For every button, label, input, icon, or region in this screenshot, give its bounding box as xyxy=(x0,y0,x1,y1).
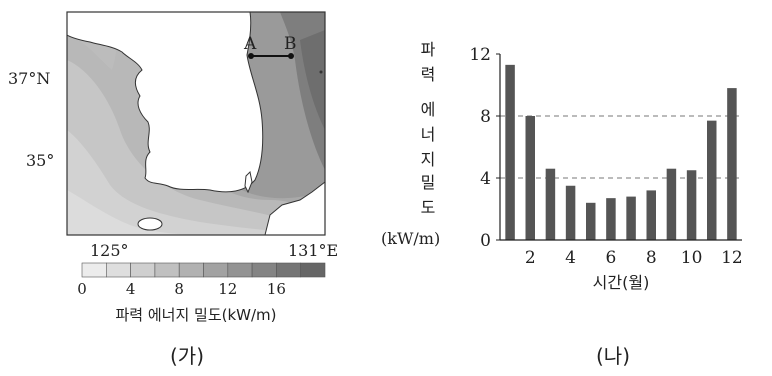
bar-month-12 xyxy=(727,88,737,240)
colorbar-tick-label: 4 xyxy=(126,280,136,298)
colorbar-swatch xyxy=(81,262,107,278)
lon-label-131: 131°E xyxy=(288,241,338,260)
colorbar-tick-label: 0 xyxy=(77,280,87,298)
bar-month-8 xyxy=(646,190,656,240)
point-a-marker xyxy=(248,53,254,59)
lon-label-125: 125° xyxy=(90,241,129,260)
x-tick-label: 4 xyxy=(565,248,576,268)
y-axis-label-char: 도 xyxy=(421,198,436,217)
x-tick-labels: 2 4 6 8 10 12 xyxy=(525,248,743,268)
colorbar-tick-label: 8 xyxy=(174,280,184,298)
lat-label-35: 35° xyxy=(26,151,54,170)
bar-month-6 xyxy=(606,198,616,240)
x-tick-label: 2 xyxy=(525,248,536,268)
colorbar-ticks: 0 4 8 12 16 xyxy=(77,280,286,298)
colorbar-swatch xyxy=(300,262,326,278)
colorbar-swatch xyxy=(178,262,204,278)
y-axis-label-char: 지 xyxy=(421,150,436,169)
colorbar-swatch xyxy=(251,262,277,278)
tsushima-island xyxy=(244,170,253,194)
point-b-marker xyxy=(288,53,294,59)
y-tick-labels: 0 4 8 12 xyxy=(469,45,500,251)
bars xyxy=(505,64,737,240)
bar-month-7 xyxy=(626,196,636,240)
colorbar-tick-label: 12 xyxy=(218,280,237,298)
bar-month-9 xyxy=(666,168,677,240)
point-b-label: B xyxy=(284,34,297,54)
ulleungdo xyxy=(319,70,323,74)
map-frame xyxy=(66,11,326,236)
colorbar-tick-label: 16 xyxy=(267,280,286,298)
colorbar-label: 파력 에너지 밀도(kW/m) xyxy=(115,306,276,324)
y-axis-label-char: 밀 xyxy=(421,173,436,192)
colorbar-swatch xyxy=(203,262,229,278)
x-tick-label: 6 xyxy=(606,248,617,268)
colorbar xyxy=(81,262,326,278)
y-axis-label-char: 에 xyxy=(421,100,436,119)
map-caption: (가) xyxy=(170,344,205,368)
chart-caption: (나) xyxy=(596,344,631,368)
bar-month-2 xyxy=(525,116,535,240)
gridlines xyxy=(500,115,742,179)
y-tick-label: 4 xyxy=(480,169,491,189)
y-axis-label-char: 너 xyxy=(421,125,436,144)
contour-band xyxy=(300,30,325,130)
lat-label-37: 37°N xyxy=(8,69,50,88)
bar-month-5 xyxy=(586,202,596,240)
wave-energy-map: A B 37°N 35° 125° 131°E 0 4 8 12 16 파력 에너지 밀… xyxy=(8,11,338,324)
point-a-label: A xyxy=(243,34,257,54)
y-axis-label-char: 력 xyxy=(421,65,436,84)
x-tick-label: 8 xyxy=(646,248,657,268)
map-panel: A B 37°N 35° 125° 131°E 0 4 8 12 16 파력 에너지 밀… xyxy=(0,0,380,372)
korean-peninsula xyxy=(67,12,264,193)
bar-month-1 xyxy=(505,64,515,240)
bar-month-11 xyxy=(707,120,717,240)
bar-month-10 xyxy=(686,170,697,240)
map-body xyxy=(67,12,325,235)
colorbar-swatch xyxy=(106,262,131,278)
x-tick-label: 10 xyxy=(681,248,703,268)
contour-band xyxy=(67,190,200,235)
x-axis-label: 시간(월) xyxy=(593,273,650,292)
colorbar-swatch xyxy=(276,262,301,278)
bar-month-3 xyxy=(545,168,556,240)
contour-band xyxy=(67,60,325,235)
jeju-island xyxy=(137,217,163,231)
y-tick-label: 0 xyxy=(480,231,491,251)
japan-coast xyxy=(264,181,325,235)
x-tick-label: 12 xyxy=(721,248,743,268)
colorbar-swatch xyxy=(130,262,156,278)
y-tick-label: 8 xyxy=(480,107,491,127)
contour-band xyxy=(67,130,325,235)
y-axis-label-char: 파 xyxy=(421,40,436,59)
colorbar-swatch xyxy=(154,262,180,278)
colorbar-swatch xyxy=(227,262,253,278)
y-tick-label: 12 xyxy=(469,45,491,65)
y-axis-unit: (kW/m) xyxy=(381,229,440,248)
bar-month-4 xyxy=(565,185,576,240)
